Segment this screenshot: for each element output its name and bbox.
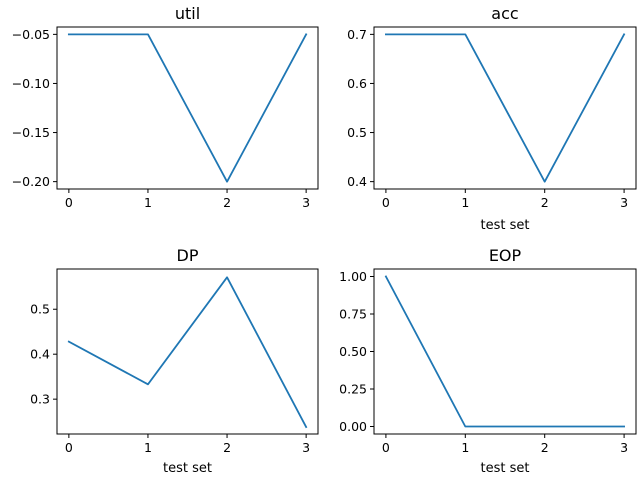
- x-tick-label: 3: [620, 440, 628, 455]
- x-tick-label: 3: [620, 195, 628, 210]
- subplot-util: util 0 1 2 3 −0.20 −0.15 −0.10 −0.05: [12, 4, 319, 210]
- y-tick-label: 0.7: [347, 27, 367, 42]
- axes-frame: [373, 268, 637, 435]
- y-tick-label: 0.3: [30, 392, 50, 407]
- y-tick-label: 0.6: [347, 76, 367, 91]
- y-tick-label: 0.5: [347, 125, 367, 140]
- subplot-eop: EOP test set 0 1 2 3 0.00 0.25 0.50 0.75 1.00: [339, 246, 637, 476]
- x-tick-label: 3: [302, 195, 310, 210]
- subplot-acc: acc test set 0 1 2 3 0.4 0.5 0.6 0.7: [347, 4, 637, 233]
- x-tick-label: 3: [302, 440, 310, 455]
- x-axis-label: test set: [163, 461, 212, 476]
- y-tick-label: −0.10: [12, 76, 50, 91]
- y-tick-label: 0.4: [347, 174, 367, 189]
- x-tick-label: 0: [382, 440, 390, 455]
- chart-title: util: [175, 4, 200, 23]
- axes-frame: [373, 26, 637, 190]
- series-line: [67, 33, 308, 183]
- y-tick-label: −0.15: [12, 125, 50, 140]
- x-tick-label: 2: [223, 440, 231, 455]
- subplot-dp: DP test set 0 1 2 3 0.3 0.4 0.5: [30, 246, 319, 476]
- y-tick-label: −0.20: [12, 174, 50, 189]
- x-tick-label: 2: [541, 195, 549, 210]
- series-line: [384, 275, 625, 428]
- y-tick-label: 0.25: [339, 382, 367, 397]
- x-tick-label: 0: [65, 195, 73, 210]
- chart-title: DP: [177, 246, 199, 265]
- series-line: [385, 33, 626, 183]
- y-tick-label: 0.5: [30, 302, 50, 317]
- x-tick-label: 0: [382, 195, 390, 210]
- x-axis-label: test set: [481, 218, 530, 233]
- x-tick-label: 1: [461, 440, 469, 455]
- x-tick-label: 2: [223, 195, 231, 210]
- series-line: [67, 276, 308, 429]
- chart-title: acc: [491, 4, 518, 23]
- axes-frame: [56, 268, 319, 435]
- x-tick-label: 1: [461, 195, 469, 210]
- y-tick-label: 0.4: [30, 347, 50, 362]
- y-tick-label: 0.50: [339, 344, 367, 359]
- y-tick-label: −0.05: [12, 27, 50, 42]
- y-tick-label: 1.00: [339, 269, 367, 284]
- x-tick-label: 1: [144, 195, 152, 210]
- chart-title: EOP: [489, 246, 522, 265]
- x-tick-label: 2: [541, 440, 549, 455]
- y-tick-label: 0.75: [339, 307, 367, 322]
- x-axis-label: test set: [481, 461, 530, 476]
- axes-frame: [56, 26, 319, 190]
- y-tick-label: 0.00: [339, 419, 367, 434]
- x-tick-label: 0: [65, 440, 73, 455]
- x-tick-label: 1: [144, 440, 152, 455]
